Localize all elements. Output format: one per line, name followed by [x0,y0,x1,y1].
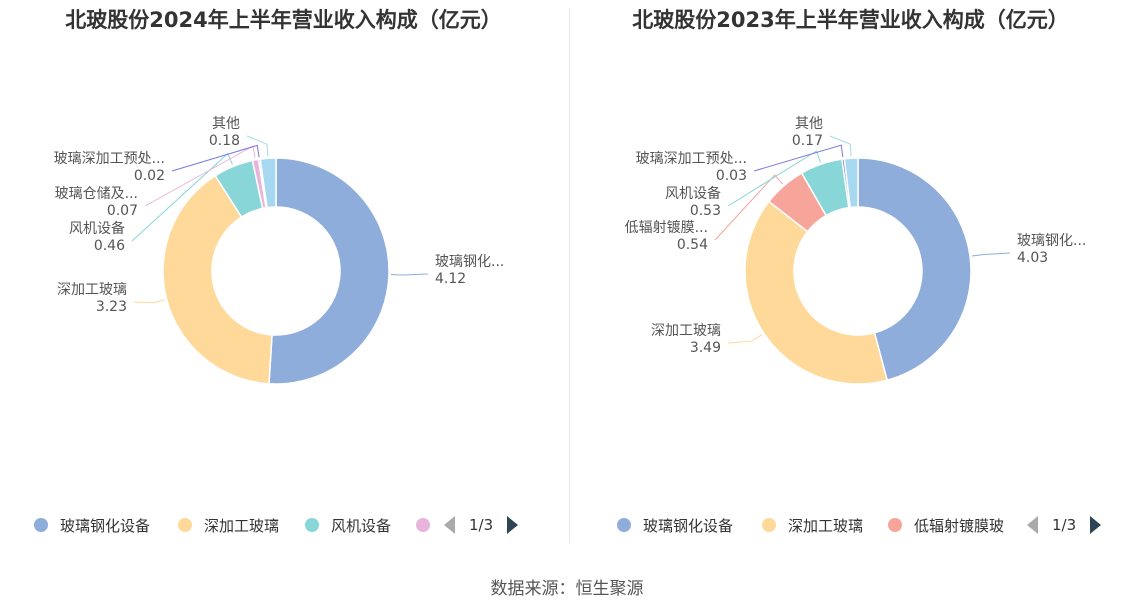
slice-value-label: 0.03 [716,168,747,184]
label-leader-line [829,135,852,157]
chart-panel-2023: 北玻股份2023年上半年营业收入构成（亿元） 玻璃钢化... 4.03 深加工玻璃 3… [567,0,1134,545]
label-leader-line [131,152,233,242]
label-leader-line [727,150,821,207]
legend-dot [178,518,192,532]
legend-label: 低辐射镀膜玻 [914,516,1005,535]
slice-name-label: 玻璃深加工预处... [54,150,165,167]
slice-name-label: 玻璃钢化... [435,253,504,270]
chart-title: 北玻股份2023年上半年营业收入构成（亿元） [632,8,1069,32]
slice-value-label: 0.07 [107,203,138,219]
prev-page-icon[interactable] [1027,516,1038,534]
legend-page-indicator: 1/3 [1052,516,1077,534]
legend-item[interactable]: 低辐射镀膜玻 [888,512,1004,538]
legend-pager: 1/3 [444,512,519,538]
slice-value-label: 0.46 [94,238,125,254]
legend-dot [305,518,319,532]
label-leader-line [144,145,256,207]
slice-name-label: 玻璃深加工预处... [636,150,747,167]
legend-item[interactable]: 风机设备 [305,512,391,538]
next-page-icon[interactable] [1090,516,1102,534]
label-leader-line [727,334,763,344]
slice-name-label: 其他 [212,116,240,132]
legend-dot [762,518,776,532]
label-leader-line [171,144,260,172]
pie-slice[interactable] [162,174,273,385]
legend-dot [34,518,48,532]
slice-name-label: 风机设备 [665,185,721,202]
label-leader-line [714,174,783,241]
pie-slice[interactable] [259,157,277,209]
label-leader-line [390,273,429,276]
panel-divider [569,8,570,543]
label-leader-line [133,299,165,304]
slice-name-label: 风机设备 [69,220,125,237]
pie-slice[interactable] [843,157,859,209]
legend: 玻璃钢化设备 深加工玻璃 低辐射镀膜玻 1/3 [567,512,1134,538]
slice-value-label: 0.02 [134,168,165,184]
pie-slice[interactable] [857,157,972,382]
label-leader-line [753,144,844,172]
slice-name-label: 玻璃仓储及... [55,185,138,202]
label-leader-line [246,135,269,157]
slice-value-label: 0.17 [792,133,823,149]
legend: 玻璃钢化设备 深加工玻璃 风机设备 1/3 [0,512,567,538]
legend-label: 玻璃钢化设备 [60,516,151,535]
slice-value-label: 4.03 [1017,250,1048,266]
legend-dot [888,518,902,532]
legend-item[interactable]: 深加工玻璃 [762,512,863,538]
slice-value-label: 4.12 [435,271,466,287]
slice-name-label: 深加工玻璃 [57,281,127,298]
slice-value-label: 3.23 [96,299,127,315]
prev-page-icon[interactable] [444,516,455,534]
legend-label: 深加工玻璃 [788,516,864,535]
legend-item[interactable] [416,512,430,538]
chart-title: 北玻股份2024年上半年营业收入构成（亿元） [65,8,502,32]
data-source: 数据来源：恒生聚源 [490,579,644,599]
label-leader-line [971,252,1011,257]
slice-name-label: 玻璃钢化... [1017,232,1086,249]
slice-value-label: 0.18 [209,133,240,149]
legend-label: 深加工玻璃 [204,516,280,535]
legend-page-indicator: 1/3 [469,516,494,534]
legend-label: 玻璃钢化设备 [643,516,734,535]
legend-label: 风机设备 [331,516,392,535]
chart-panel-2024: 北玻股份2024年上半年营业收入构成（亿元） 玻璃钢化... 4.12 深加工玻璃 3… [0,0,567,545]
slice-name-label: 其他 [795,116,823,132]
slice-value-label: 3.49 [690,340,721,356]
pie-slice[interactable] [268,157,390,385]
slice-name-label: 低辐射镀膜... [625,219,708,236]
slice-value-label: 0.54 [677,237,708,253]
legend-dot [416,518,430,532]
slice-value-label: 0.53 [690,203,721,219]
next-page-icon[interactable] [507,516,519,534]
legend-item[interactable]: 玻璃钢化设备 [34,512,150,538]
legend-dot [617,518,631,532]
legend-item[interactable]: 深加工玻璃 [178,512,279,538]
slice-name-label: 深加工玻璃 [651,322,721,339]
legend-item[interactable]: 玻璃钢化设备 [617,512,733,538]
pie-slice[interactable] [744,200,889,385]
legend-pager: 1/3 [1027,512,1102,538]
